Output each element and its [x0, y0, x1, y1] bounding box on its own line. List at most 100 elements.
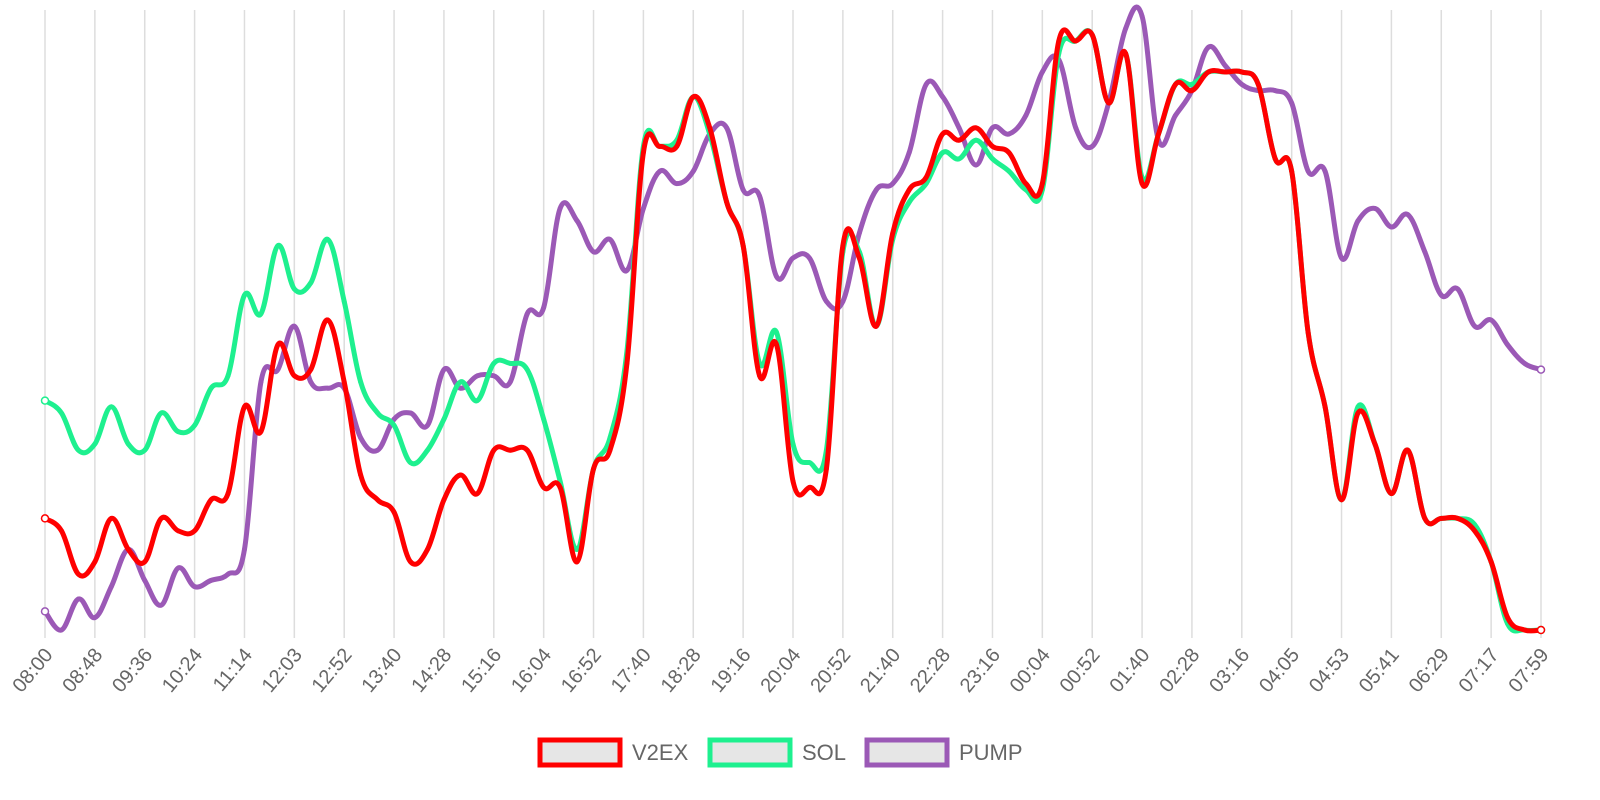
data-point-pump [807, 255, 812, 261]
x-tick-label: 10:24 [158, 644, 207, 696]
data-point-sol [774, 329, 779, 335]
data-point-pump [840, 298, 846, 304]
data-point-sol [258, 311, 264, 317]
data-point-sol [142, 447, 148, 453]
data-point-v2ex [1372, 441, 1378, 447]
data-point-sol [225, 373, 231, 379]
data-point-pump [1505, 342, 1511, 348]
data-point-sol [358, 379, 364, 385]
data-point-v2ex [1239, 69, 1245, 75]
legend: V2EX SOL PUMP [537, 737, 1023, 768]
data-point-pump [906, 150, 912, 156]
data-point-v2ex [1222, 69, 1228, 75]
data-point-v2ex [873, 323, 879, 329]
data-point-pump [1089, 143, 1095, 149]
x-tick-label: 12:03 [258, 644, 307, 696]
data-point-v2ex [1123, 50, 1129, 56]
data-point-pump [940, 94, 946, 100]
data-point-pump [657, 168, 663, 174]
data-point-sol [807, 460, 812, 466]
data-point-pump [507, 379, 513, 385]
x-tick-label: 19:16 [707, 644, 756, 696]
data-point-pump [75, 596, 81, 602]
data-point-sol [242, 292, 247, 298]
x-tick-label: 21:40 [856, 644, 905, 696]
data-point-pump [1339, 255, 1344, 261]
legend-item-pump[interactable]: PUMP [864, 737, 1023, 768]
data-point-v2ex [308, 367, 314, 373]
data-point-v2ex [425, 546, 430, 552]
data-point-v2ex [258, 429, 264, 435]
data-point-v2ex [391, 509, 397, 515]
data-point-v2ex [1255, 81, 1261, 87]
data-point-sol [541, 416, 547, 422]
data-point-v2ex [1472, 528, 1478, 534]
legend-item-sol[interactable]: SOL [707, 737, 846, 768]
data-point-sol [391, 422, 397, 428]
data-point-pump [1239, 81, 1245, 87]
data-point-pump [1388, 224, 1394, 230]
x-tick-label: 08:00 [8, 644, 57, 696]
data-point-pump [1422, 249, 1428, 255]
data-point-v2ex [1189, 88, 1195, 94]
data-point-pump [225, 571, 231, 577]
x-tick-label: 04:05 [1255, 644, 1304, 696]
data-point-sol [375, 410, 381, 416]
data-point-v2ex [1205, 69, 1211, 75]
x-tick-label: 20:04 [756, 644, 805, 696]
data-point-v2ex [856, 255, 862, 261]
data-point-pump [325, 385, 331, 391]
data-point-pump [1305, 168, 1311, 174]
data-point-sol [158, 410, 164, 416]
x-tick-label: 03:16 [1205, 644, 1254, 696]
data-point-pump [408, 410, 413, 416]
data-point-v2ex [1422, 515, 1428, 521]
x-tick-label: 05:41 [1355, 644, 1404, 696]
legend-label-pump: PUMP [959, 740, 1023, 765]
data-point-v2ex [607, 447, 613, 453]
legend-swatch-sol [707, 737, 793, 768]
data-point-v2ex [1106, 100, 1112, 106]
data-point-pump [823, 298, 829, 304]
legend-swatch-pump [864, 737, 950, 768]
data-point-sol [425, 447, 430, 453]
data-point-pump [790, 255, 796, 261]
data-point-sol [990, 156, 995, 162]
data-point-v2ex [541, 484, 547, 490]
data-point-pump [973, 162, 979, 168]
x-tick-label: 06:29 [1405, 644, 1454, 696]
data-point-sol [40, 396, 50, 405]
data-point-sol [457, 379, 463, 385]
legend-item-v2ex[interactable]: V2EX [537, 737, 689, 768]
data-point-pump [1173, 112, 1178, 118]
x-tick-label: 12:52 [308, 644, 357, 696]
x-tick-label: 16:04 [507, 644, 556, 696]
data-point-pump [1073, 125, 1079, 131]
data-point-v2ex [940, 131, 946, 137]
data-point-sol [1189, 81, 1195, 87]
data-point-v2ex [524, 447, 530, 453]
data-point-v2ex [890, 230, 896, 236]
data-point-sol [1472, 522, 1478, 528]
data-point-pump [757, 193, 763, 199]
data-point-v2ex [906, 187, 912, 193]
data-point-sol [341, 298, 347, 304]
data-point-pump [607, 236, 613, 242]
data-point-v2ex [1322, 404, 1328, 410]
data-point-sol [906, 199, 912, 205]
data-point-pump [640, 205, 646, 211]
x-tick-label: 04:53 [1305, 644, 1354, 696]
data-point-v2ex [92, 559, 98, 565]
data-point-v2ex [291, 373, 297, 379]
data-point-v2ex [1156, 131, 1161, 137]
data-point-pump [40, 607, 50, 616]
data-point-v2ex [640, 150, 646, 156]
x-tick-label: 09:36 [108, 644, 157, 696]
x-tick-label: 14:28 [407, 644, 456, 696]
x-tick-label: 00:52 [1056, 644, 1105, 696]
x-tick-label: 17:40 [607, 644, 656, 696]
data-point-v2ex [724, 199, 730, 205]
data-point-pump [375, 447, 381, 453]
data-point-v2ex [325, 317, 331, 323]
data-point-pump [1372, 205, 1378, 211]
